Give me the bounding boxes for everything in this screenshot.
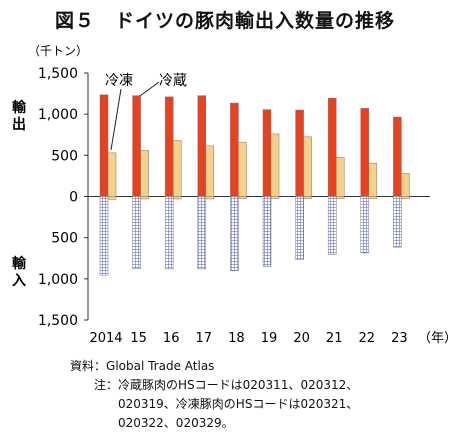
bar-frozen-export	[238, 141, 247, 197]
bar-frozen-export	[401, 173, 410, 197]
bar-chilled-import	[360, 196, 370, 254]
x-tick-label: 2014	[89, 331, 122, 346]
source-text: Global Trade Atlas	[106, 359, 215, 373]
chart-title: 図５ ドイツの豚肉輸出入数量の推移	[54, 10, 395, 32]
note-label: 注：	[93, 378, 118, 392]
bar-chilled-import	[164, 196, 174, 270]
bar-frozen-negative	[270, 196, 280, 199]
bar-frozen-negative	[107, 196, 117, 200]
x-axis: 2014 15 16 17 18 19 20 21 22 23 （年）	[89, 331, 450, 346]
y-tick-label: 1,000	[38, 107, 78, 123]
x-tick-label: 21	[326, 331, 343, 346]
x-tick-label: 23	[391, 331, 408, 346]
source-row: 資料：Global Trade Atlas	[70, 357, 358, 376]
y-tick-label: 500	[51, 148, 78, 164]
callout-frozen: 冷凍	[105, 73, 133, 89]
bar-frozen-export	[270, 133, 280, 197]
chart-notes: 資料：Global Trade Atlas 注：冷蔵豚肉のHSコードは02031…	[70, 357, 358, 433]
y-tick-label: 500	[51, 231, 78, 247]
x-tick-label: 19	[261, 331, 278, 346]
bar-chilled-export	[327, 97, 337, 197]
note-line-2: 020319、冷凍豚肉のHSコードは020321、	[118, 397, 359, 411]
bar-frozen-export	[368, 162, 378, 197]
bar-chilled-import	[230, 196, 239, 271]
y-tick-label: 1,500	[38, 66, 78, 82]
bar-frozen-negative	[401, 196, 410, 199]
x-tick-label: 22	[359, 331, 376, 346]
bar-chilled-export	[393, 116, 402, 197]
legend-callouts: 冷凍 冷蔵	[105, 73, 187, 151]
bar-frozen-negative	[205, 196, 215, 200]
x-tick-label: 16	[163, 331, 180, 346]
y-tick-label: 1,500	[38, 313, 78, 329]
note-line-3: 020322、020329。	[118, 416, 234, 430]
x-tick-label: 17	[196, 331, 213, 346]
bar-chilled-export	[230, 102, 239, 197]
export-side-label: 輸出	[12, 99, 27, 133]
import-side-label: 輸入	[12, 255, 27, 289]
bar-chilled-export	[360, 108, 370, 197]
bar-frozen-export	[107, 152, 117, 197]
bar-chart: （千トン） 輸出 輸入 1,5001,00050005001,0001,500 …	[12, 44, 450, 346]
note-row-3: 020322、020329。	[70, 414, 358, 433]
bar-chilled-export	[164, 96, 174, 197]
bar-chilled-export	[99, 94, 109, 197]
bar-chilled-import	[393, 196, 402, 248]
bar-chilled-import	[99, 196, 109, 276]
bar-frozen-negative	[368, 196, 378, 199]
bar-chilled-export	[197, 95, 207, 197]
bar-frozen-negative	[140, 196, 149, 200]
bar-frozen-negative	[335, 196, 345, 199]
x-tick-label: 18	[228, 331, 245, 346]
bar-frozen-export	[205, 145, 215, 197]
bar-chilled-import	[262, 196, 272, 267]
bar-chilled-import	[197, 196, 207, 270]
bars-group	[99, 94, 410, 276]
y-tick-label: 0	[69, 190, 78, 206]
bar-chilled-export	[262, 109, 272, 197]
x-axis-year-suffix: （年）	[418, 331, 450, 346]
bar-chilled-import	[327, 196, 337, 255]
bar-chilled-export	[295, 109, 304, 197]
note-row-2: 020319、冷凍豚肉のHSコードは020321、	[70, 395, 358, 414]
bar-frozen-negative	[238, 196, 247, 199]
bar-chilled-import	[295, 196, 304, 260]
source-label: 資料：	[70, 359, 107, 373]
bar-frozen-export	[335, 157, 345, 197]
y-axis-unit-label: （千トン）	[28, 44, 88, 58]
x-tick-label: 15	[130, 331, 147, 346]
note-row-1: 注：冷蔵豚肉のHSコードは020311、020312、	[70, 376, 358, 395]
note-line-1: 冷蔵豚肉のHSコードは020311、020312、	[118, 378, 359, 392]
bar-chilled-import	[132, 196, 141, 269]
callout-chilled: 冷蔵	[159, 73, 187, 89]
bar-frozen-export	[303, 136, 312, 197]
bar-frozen-negative	[303, 196, 312, 199]
bar-frozen-export	[172, 140, 182, 197]
x-tick-label: 20	[293, 331, 310, 346]
bar-frozen-export	[140, 150, 149, 197]
y-tick-label: 1,000	[38, 272, 78, 288]
bar-chilled-export	[132, 95, 141, 197]
bar-frozen-negative	[172, 196, 182, 200]
